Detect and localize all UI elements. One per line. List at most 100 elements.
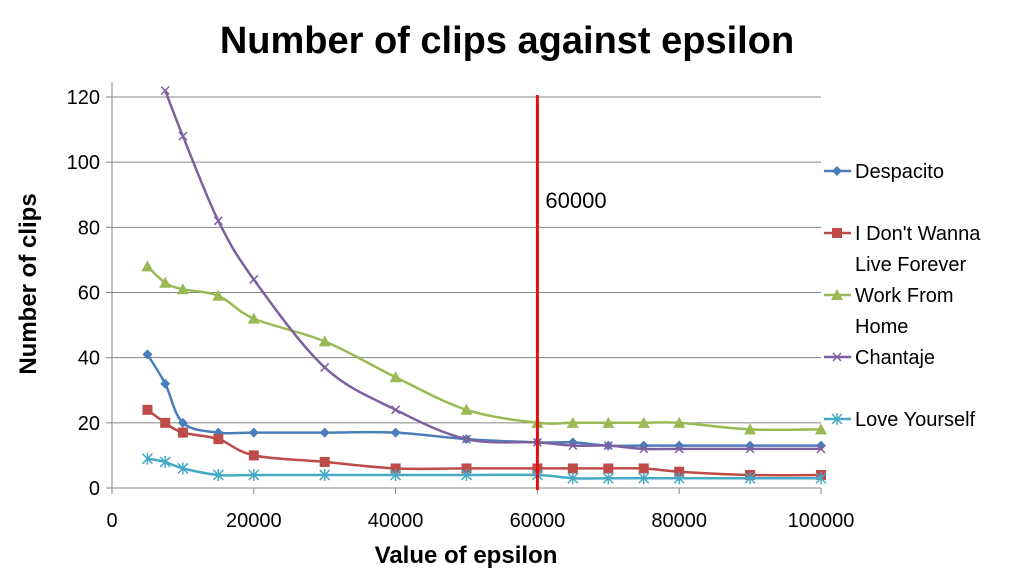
data-point bbox=[248, 427, 259, 438]
legend-item: Work From Home bbox=[824, 285, 954, 338]
legend-label: I Don't Wanna bbox=[855, 223, 981, 245]
data-point bbox=[567, 463, 578, 474]
series-line bbox=[164, 90, 821, 451]
legend-label: Home bbox=[855, 316, 908, 338]
data-point bbox=[461, 434, 472, 444]
data-point bbox=[391, 405, 401, 415]
data-point bbox=[460, 403, 473, 415]
y-tick-label: 40 bbox=[78, 348, 100, 370]
legend-marker bbox=[831, 413, 843, 425]
data-point bbox=[568, 441, 578, 451]
y-axis-title: Number of clips bbox=[15, 193, 42, 374]
y-tick-label: 60 bbox=[78, 283, 100, 305]
y-tick-label: 120 bbox=[67, 87, 100, 109]
x-axis-title: Value of epsilon bbox=[375, 542, 558, 569]
data-point bbox=[213, 434, 224, 445]
data-point bbox=[177, 427, 188, 438]
data-point bbox=[160, 417, 171, 428]
legend-label: Live Forever bbox=[855, 254, 966, 276]
data-point bbox=[673, 472, 685, 485]
legend-item: I Don't Wanna Live Forever bbox=[824, 223, 981, 276]
data-point bbox=[142, 349, 153, 360]
series-line bbox=[146, 353, 821, 448]
data-point bbox=[816, 444, 826, 454]
chart-title: Number of clips against epsilon bbox=[220, 20, 794, 62]
data-point bbox=[159, 455, 171, 468]
data-point bbox=[674, 444, 684, 454]
legend-label: Despacito bbox=[855, 161, 944, 183]
data-point bbox=[390, 427, 401, 438]
x-tick-label: 60000 bbox=[510, 510, 566, 532]
y-tick-label: 80 bbox=[78, 217, 100, 239]
data-point bbox=[566, 416, 579, 428]
series-layer bbox=[141, 85, 827, 485]
x-tick-label: 40000 bbox=[368, 510, 424, 532]
data-point bbox=[249, 274, 259, 284]
legend-marker bbox=[832, 228, 842, 238]
data-point bbox=[159, 276, 172, 288]
annotation-layer: 60000 bbox=[535, 95, 607, 490]
data-point bbox=[673, 416, 686, 428]
data-point bbox=[603, 441, 613, 451]
data-point bbox=[247, 312, 260, 324]
data-point bbox=[390, 463, 401, 474]
data-point bbox=[674, 466, 685, 477]
legend-label: Work From bbox=[855, 285, 954, 307]
gridlines bbox=[112, 96, 821, 424]
axes bbox=[106, 82, 822, 494]
data-point bbox=[603, 463, 614, 474]
data-point bbox=[319, 468, 331, 481]
data-point bbox=[213, 216, 223, 226]
legend-item: Love Yourself bbox=[824, 409, 976, 431]
legend-label: Chantaje bbox=[855, 347, 935, 369]
data-point bbox=[639, 444, 649, 454]
data-point bbox=[461, 463, 472, 474]
y-tick-label: 20 bbox=[78, 413, 100, 435]
data-point bbox=[745, 444, 755, 454]
data-point bbox=[142, 404, 153, 415]
legend-item: Despacito bbox=[824, 161, 944, 183]
data-point bbox=[567, 472, 579, 485]
data-point bbox=[318, 335, 331, 347]
data-point bbox=[160, 85, 170, 96]
legend-marker bbox=[831, 289, 843, 300]
legend-item: Chantaje bbox=[824, 347, 935, 369]
data-point bbox=[212, 468, 224, 481]
x-tick-label: 20000 bbox=[226, 510, 282, 532]
data-point bbox=[390, 468, 402, 481]
x-tick-labels: 0 20000 40000 60000 80000 100000 bbox=[106, 510, 854, 532]
data-point bbox=[744, 423, 757, 435]
data-point bbox=[177, 417, 188, 428]
data-point bbox=[141, 452, 153, 465]
y-tick-labels: 0 20 40 60 80 100 120 bbox=[67, 87, 100, 500]
data-point bbox=[141, 260, 154, 272]
data-point bbox=[637, 416, 650, 428]
y-tick-label: 0 bbox=[89, 478, 100, 500]
data-point bbox=[744, 472, 756, 485]
data-point bbox=[638, 472, 650, 485]
data-point bbox=[815, 472, 827, 485]
data-point bbox=[177, 462, 189, 475]
data-point bbox=[178, 131, 188, 141]
data-point bbox=[160, 378, 171, 389]
legend: Despacito I Don't Wanna Live Forever Work F… bbox=[824, 161, 981, 431]
data-point bbox=[602, 472, 614, 485]
data-point bbox=[460, 468, 473, 481]
data-point bbox=[319, 456, 330, 467]
x-tick-label: 100000 bbox=[788, 510, 855, 532]
data-point bbox=[176, 283, 189, 295]
data-point bbox=[602, 416, 615, 428]
data-point bbox=[212, 289, 225, 301]
x-tick-label: 0 bbox=[106, 510, 117, 532]
data-point bbox=[638, 463, 649, 474]
data-point bbox=[319, 427, 330, 438]
data-point bbox=[389, 371, 402, 383]
x-tick-label: 80000 bbox=[651, 510, 707, 532]
data-point bbox=[815, 423, 827, 435]
y-tick-label: 100 bbox=[67, 152, 100, 174]
legend-marker bbox=[832, 166, 842, 176]
data-point bbox=[248, 468, 260, 481]
series-line bbox=[146, 265, 822, 432]
data-point bbox=[248, 450, 259, 461]
